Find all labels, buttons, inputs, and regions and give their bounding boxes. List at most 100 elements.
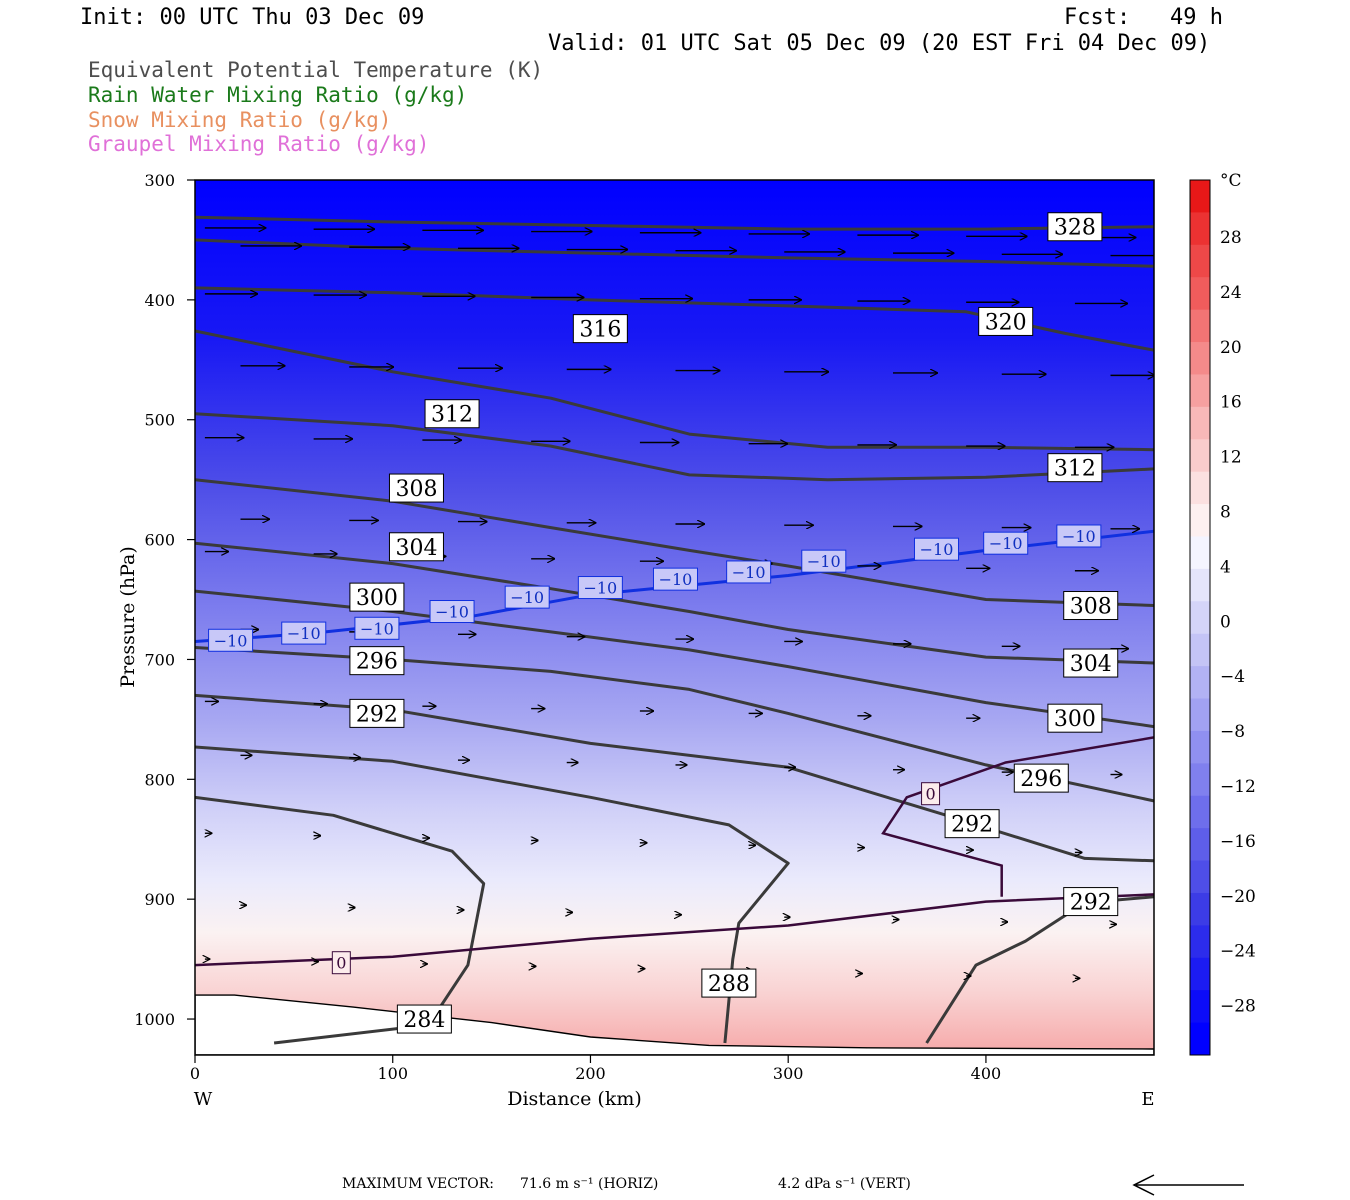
x-tick-label: 200	[575, 1064, 606, 1083]
minus10-label: −10	[214, 631, 248, 650]
colorbar-tick-label: −12	[1220, 777, 1256, 797]
colorbar-swatch	[1190, 504, 1210, 537]
y-tick-label: 1000	[134, 1010, 175, 1029]
colorbar-swatch	[1190, 536, 1210, 570]
theta-e-label-box	[349, 646, 405, 676]
theta-e-contour-316	[195, 329, 1154, 452]
y-tick-label: 700	[144, 650, 175, 669]
y-tick-label: 600	[144, 531, 175, 550]
zero-isotherm-1	[881, 736, 1154, 897]
colorbar-swatch	[1190, 666, 1210, 700]
theta-e-label-box	[701, 968, 757, 998]
colorbar-swatch	[1190, 957, 1210, 991]
theta-e-label: 300	[356, 586, 398, 611]
theta-e-label: 292	[1070, 891, 1112, 916]
minus10-label-box	[429, 600, 475, 624]
colorbar-swatch	[1190, 406, 1210, 440]
minus10-label-box	[281, 621, 327, 645]
colorbar-swatch	[1190, 244, 1210, 278]
max-vector-label: MAXIMUM VECTOR:	[342, 1176, 494, 1192]
theta-e-label: 304	[395, 536, 437, 561]
colorbar-swatch	[1190, 990, 1210, 1024]
theta-e-label: 316	[579, 318, 621, 343]
colorbar-swatch	[1190, 180, 1210, 213]
theta-e-label-box	[349, 582, 405, 612]
colorbar-tick-label: −20	[1220, 887, 1256, 907]
minus10-label: −10	[360, 619, 394, 638]
minus10-label: −10	[989, 534, 1023, 553]
minus10-label-box	[504, 585, 550, 609]
legend-theta-e: Equivalent Potential Temperature (K)	[88, 58, 544, 82]
theta-e-label: 296	[1020, 767, 1062, 792]
colorbar-swatch	[1190, 471, 1210, 505]
theta-e-contour-288	[195, 745, 790, 1044]
colorbar-swatch	[1190, 698, 1210, 732]
max-vector-horiz: 71.6 m s⁻¹ (HORIZ)	[520, 1176, 659, 1192]
zero-isotherm-0	[195, 893, 1154, 967]
colorbar-tick-label: −4	[1220, 667, 1245, 687]
theta-e-contour-328	[195, 215, 1154, 231]
x-tick-label: 100	[377, 1064, 408, 1083]
colorbar-tick-label: 16	[1220, 393, 1242, 413]
minus10-label-box	[577, 576, 623, 600]
colorbar-swatch	[1190, 1022, 1210, 1056]
y-tick-label: 400	[144, 291, 175, 310]
y-axis-label: Pressure (hPa)	[117, 546, 139, 688]
theta-e-label-box	[1047, 703, 1103, 733]
y-tick-label: 300	[144, 171, 175, 190]
y-tick-label: 900	[144, 890, 175, 909]
colorbar-swatch	[1190, 601, 1210, 635]
theta-e-label-box	[349, 698, 405, 728]
colorbar-swatch	[1190, 925, 1210, 959]
theta-e-label-box	[572, 314, 628, 344]
colorbar-tick-label: −24	[1220, 942, 1256, 962]
colorbar-tick-label: 4	[1220, 557, 1231, 577]
west-label: W	[194, 1089, 213, 1110]
colorbar-tick-label: 12	[1220, 448, 1242, 468]
theta-e-label: 292	[356, 702, 398, 727]
colorbar-swatch	[1190, 568, 1210, 602]
minus10-label: −10	[1062, 527, 1096, 546]
theta-e-contour-312	[195, 412, 1154, 482]
theta-e-label-box	[1063, 648, 1119, 678]
colorbar-swatch	[1190, 730, 1210, 764]
theta-e-label: 292	[951, 813, 993, 838]
theta-e-label-box	[1047, 453, 1103, 483]
colorbar-tick-label: 24	[1220, 283, 1242, 303]
x-tick-label: 400	[971, 1064, 1002, 1083]
minus10-label: −10	[920, 540, 954, 559]
east-label: E	[1141, 1089, 1154, 1110]
theta-e-label: 320	[985, 310, 1027, 335]
x-tick-label: 300	[773, 1064, 804, 1083]
colorbar-tick-label: 0	[1220, 612, 1231, 632]
colorbar-swatch	[1190, 633, 1210, 667]
theta-e-label: 296	[356, 650, 398, 675]
colorbar-tick-label: −16	[1220, 832, 1256, 852]
colorbar-swatch	[1190, 342, 1210, 375]
theta-e-label-box	[424, 399, 480, 429]
theta-e-label-box	[978, 306, 1034, 336]
minus10-label-box	[983, 531, 1029, 555]
theta-e-contour-304	[195, 541, 1154, 665]
legend-snow: Snow Mixing Ratio (g/kg)	[88, 108, 392, 132]
colorbar-tick-label: 20	[1220, 338, 1242, 358]
minus10-label-box	[354, 616, 400, 640]
theta-e-label: 288	[708, 972, 750, 997]
zero-label: 0	[336, 954, 346, 973]
legend-rain-water: Rain Water Mixing Ratio (g/kg)	[88, 83, 468, 107]
theta-e-label: 312	[431, 403, 473, 428]
minus10-label: −10	[435, 603, 469, 622]
colorbar-swatch	[1190, 439, 1210, 473]
theta-e-label-box	[396, 1004, 452, 1034]
minus10-label-box	[726, 560, 772, 584]
theta-e-label-box	[1047, 212, 1103, 242]
terrain	[195, 994, 1154, 1055]
colorbar-swatch	[1190, 374, 1210, 408]
colorbar-swatch	[1190, 828, 1210, 862]
minus10-label: −10	[510, 588, 544, 607]
colorbar-frame	[1189, 179, 1211, 1056]
theta-e-label: 312	[1054, 457, 1096, 482]
zero-label: 0	[925, 785, 935, 804]
legend-graupel: Graupel Mixing Ratio (g/kg)	[88, 132, 430, 156]
theta-e-label: 300	[1054, 707, 1096, 732]
